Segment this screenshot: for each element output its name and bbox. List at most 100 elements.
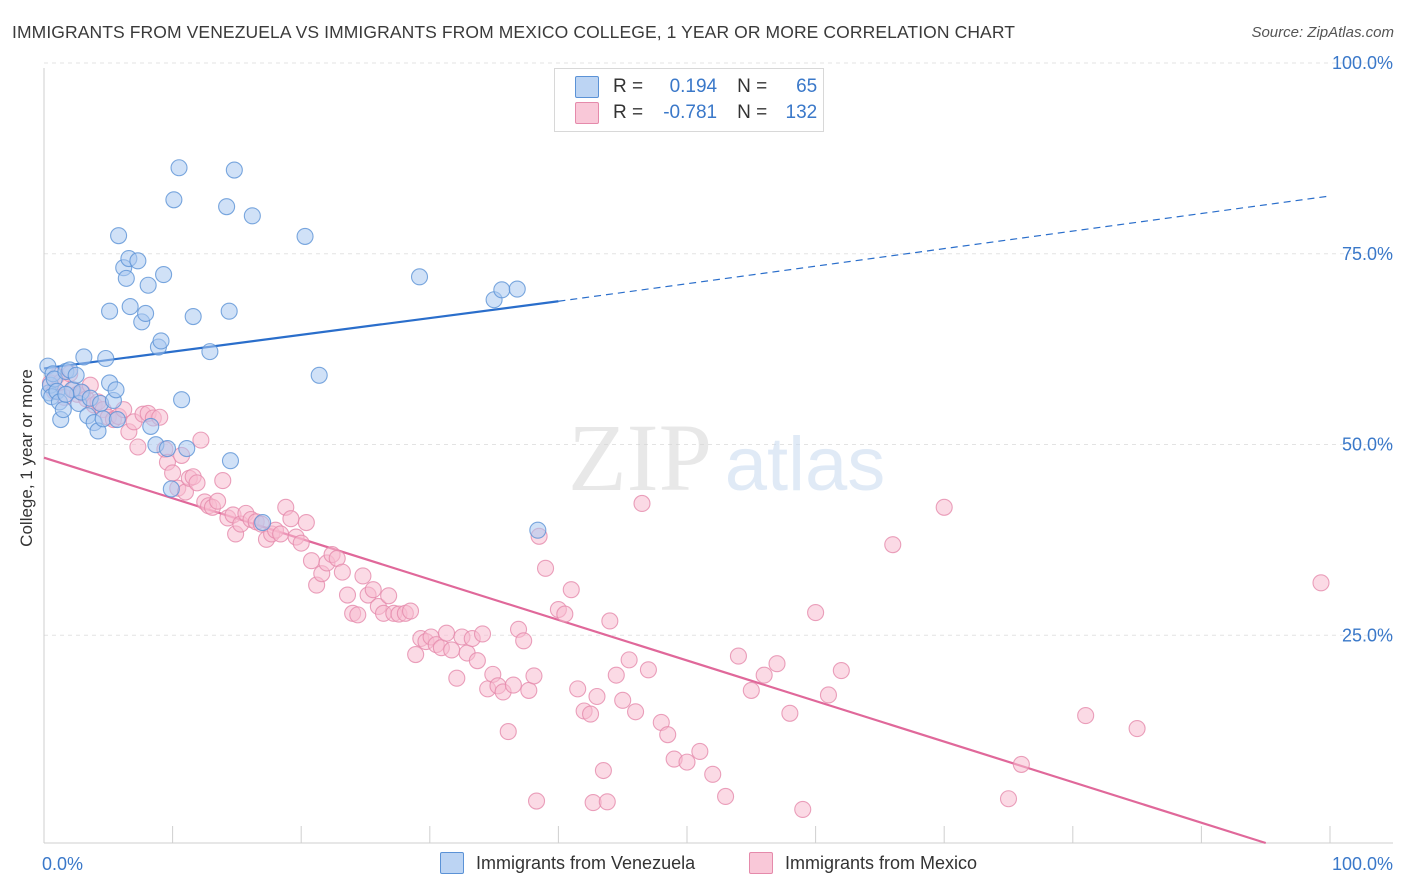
tick-labels: 100.0% 75.0% 50.0% 25.0% 0.0% 100.0%: [42, 53, 1393, 874]
venezuela-point: [152, 332, 170, 350]
stats-legend: R = 0.194 N = 65 R = -0.781 N = 132: [554, 68, 824, 132]
y-tick-label: 25.0%: [1342, 625, 1393, 645]
mexico-point: [504, 676, 522, 694]
venezuela-point: [107, 381, 125, 399]
mexico-point: [884, 536, 902, 554]
venezuela-point: [254, 513, 272, 532]
mexico-point: [407, 645, 425, 664]
mexico-point: [594, 761, 612, 780]
legend-n-label: N =: [737, 76, 768, 97]
y-axis-label: College, 1 year or more: [17, 369, 36, 547]
mexico-point: [581, 705, 600, 723]
y-tick-label: 50.0%: [1342, 435, 1393, 455]
venezuela-trend-line: [43, 300, 559, 370]
venezuela-point: [110, 227, 128, 245]
venezuela-point: [108, 410, 126, 429]
legend-row-mexico: R = -0.781 N = 132: [575, 101, 817, 125]
venezuela-point: [155, 266, 173, 284]
mexico-point: [473, 625, 492, 643]
mexico-point: [499, 723, 517, 741]
venezuela-point: [165, 191, 183, 209]
mexico-point: [527, 792, 546, 810]
watermark-atlas: atlas: [725, 422, 886, 507]
mexico-point: [633, 494, 651, 513]
mexico-point: [807, 604, 825, 622]
mexico-point: [129, 438, 147, 456]
mexico-point: [588, 687, 606, 706]
mexico-point: [520, 681, 538, 699]
mexico-point: [678, 753, 696, 771]
mexico-point: [1012, 755, 1030, 773]
mexico-point: [515, 632, 533, 650]
mexico-point: [614, 691, 632, 709]
venezuela-point: [142, 417, 160, 435]
mexico-point: [164, 464, 182, 482]
series-legend-mexico: Immigrants from Mexico: [749, 852, 977, 874]
mexico-point: [691, 742, 709, 760]
venezuela-point: [184, 307, 202, 326]
mexico-point: [525, 667, 543, 685]
mexico-legend-label: Immigrants from Mexico: [785, 852, 978, 873]
mexico-point: [302, 552, 321, 570]
mexico-point: [448, 669, 466, 687]
mexico-point: [292, 534, 310, 552]
venezuela-trend-extension: [558, 195, 1331, 302]
mexico-point: [1077, 707, 1095, 725]
venezuela-legend-label: Immigrants from Venezuela: [476, 852, 696, 873]
venezuela-point: [221, 452, 240, 470]
mexico-point: [569, 680, 587, 698]
mexico-point: [729, 647, 747, 665]
legend-r-value: -0.781: [663, 102, 718, 123]
mexico-point: [832, 662, 850, 680]
venezuela-point: [410, 268, 429, 286]
mexico-point: [935, 498, 953, 516]
mexico-point: [214, 472, 232, 490]
legend-n-value: 65: [796, 76, 818, 97]
venezuela-point: [137, 304, 155, 323]
venezuela-point: [75, 348, 93, 366]
mexico-point: [781, 704, 799, 722]
venezuela-point: [117, 269, 135, 287]
venezuela-point: [173, 391, 191, 409]
mexico-swatch: [575, 102, 599, 124]
mexico-point: [338, 586, 357, 604]
mexico-point: [755, 666, 773, 684]
venezuela-point: [220, 302, 238, 320]
mexico-point: [192, 431, 210, 449]
venezuela-point: [218, 198, 236, 216]
venezuela-point: [170, 159, 188, 177]
mexico-point: [819, 686, 838, 704]
legend-n-value: 132: [785, 102, 818, 123]
venezuela-point: [57, 385, 75, 403]
mexico-point: [562, 581, 580, 599]
venezuela-point: [243, 207, 261, 225]
venezuela-point: [310, 366, 328, 384]
mexico-point: [704, 765, 722, 783]
venezuela-point: [162, 480, 180, 498]
axes: [43, 68, 1393, 844]
legend-row-venezuela: R = 0.194 N = 65: [575, 75, 817, 99]
mexico-point: [1128, 719, 1146, 738]
venezuela-point: [508, 280, 526, 298]
mexico-point: [768, 655, 786, 673]
x-tick-label: 100.0%: [1332, 854, 1393, 874]
venezuela-point: [296, 227, 314, 245]
gridlines: [44, 62, 1394, 636]
y-tick-label: 75.0%: [1342, 244, 1393, 264]
legend-n-label: N =: [737, 102, 768, 123]
mexico-point: [364, 581, 382, 599]
venezuela-point: [121, 298, 139, 316]
mexico-point: [209, 492, 227, 510]
venezuela-point: [67, 366, 85, 384]
mexico-point: [794, 800, 812, 818]
mexico-point: [620, 651, 638, 669]
mexico-point: [437, 624, 456, 642]
mexico-point: [401, 602, 420, 620]
venezuela-point: [139, 276, 157, 294]
mexico-point: [659, 726, 677, 744]
mexico-point: [297, 513, 315, 532]
venezuela-swatch: [575, 76, 599, 98]
chart-title: IMMIGRANTS FROM VENEZUELA VS IMMIGRANTS …: [12, 22, 1016, 42]
venezuela-point: [529, 521, 547, 539]
venezuela-point: [493, 281, 511, 299]
